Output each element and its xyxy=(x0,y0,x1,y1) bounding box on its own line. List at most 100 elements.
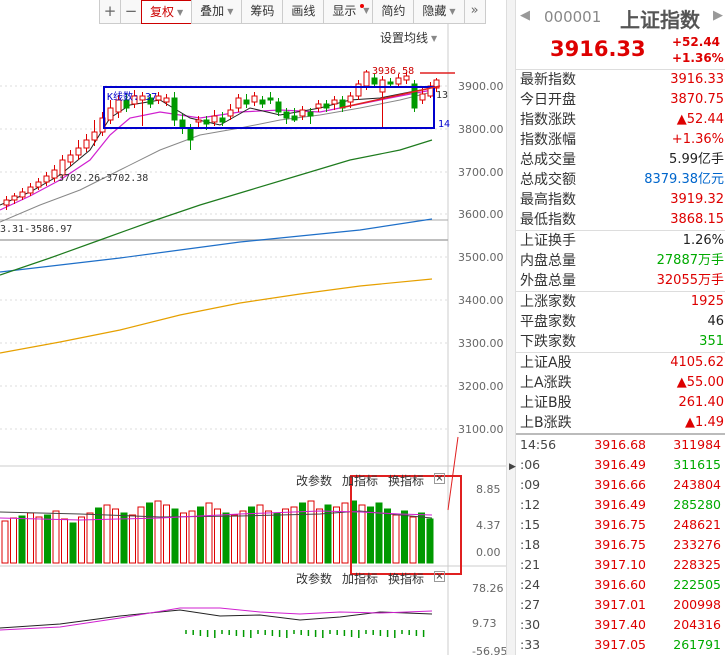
vol-add-indicator-button[interactable]: 加指标 xyxy=(342,474,379,488)
stat-value: 3919.32 xyxy=(670,192,724,207)
vol-change-indicator-button[interactable]: 换指标 xyxy=(388,474,425,488)
volume-bar xyxy=(282,508,289,564)
candle-body xyxy=(395,77,402,85)
macd-close-icon[interactable]: × xyxy=(434,571,445,582)
candle-body xyxy=(251,95,258,103)
chevron-down-icon: ▼ xyxy=(227,6,234,16)
tick-price: 3917.40 xyxy=(594,617,646,632)
candle-body xyxy=(11,195,18,201)
stat-row: 上证换手 1.26% xyxy=(516,231,725,251)
notification-dot-icon xyxy=(360,4,365,8)
candle-body xyxy=(411,83,418,109)
current-price: 3916.33 xyxy=(550,37,646,61)
price-axis-label: 3300.00 xyxy=(458,337,504,350)
tick-volume: 311984 xyxy=(673,437,721,452)
xianshi-button[interactable]: 显示 ▼ xyxy=(323,0,374,24)
tick-time: :30 xyxy=(520,617,541,632)
tick-row: :12 3916.49 285280 xyxy=(516,495,725,515)
tick-time: :06 xyxy=(520,457,541,472)
kline-chart-area[interactable]: 3900.00 3800.00 3700.00 3600.00 3500.00 3400.… xyxy=(0,0,507,655)
candle-body xyxy=(59,159,66,176)
tick-volume: 243804 xyxy=(673,477,721,492)
stat-label: 下跌家数 xyxy=(520,334,576,350)
next-stock-icon[interactable]: ▶ xyxy=(713,8,723,23)
volume-bar xyxy=(120,512,128,564)
candle-body xyxy=(163,97,170,103)
ma-settings-button[interactable]: 设置均线 ▼ xyxy=(380,29,437,46)
low-label-1: 3702.26-3702.38 xyxy=(58,173,148,184)
candle-body xyxy=(235,97,242,109)
volume-bar xyxy=(426,518,434,564)
chouma-button[interactable]: 筹码 xyxy=(241,0,284,24)
price-axis-label: 3200.00 xyxy=(458,380,504,393)
price-axis-label: 3800.00 xyxy=(458,123,504,136)
stat-row: 下跌家数 351 xyxy=(516,332,725,352)
zoom-out-button[interactable]: − xyxy=(120,0,142,24)
huaxian-button[interactable]: 画线 xyxy=(282,0,325,24)
chevron-down-icon: ▼ xyxy=(363,6,370,15)
tick-time: :18 xyxy=(520,537,541,552)
stat-row: 指数涨幅 +1.36% xyxy=(516,130,725,150)
kline-chart[interactable]: 3900.00 3800.00 3700.00 3600.00 3500.00 3400.… xyxy=(0,0,507,655)
tick-time: :21 xyxy=(520,557,541,572)
vol-params-button[interactable]: 改参数 xyxy=(296,474,333,488)
volume-bar xyxy=(27,512,34,564)
panel-splitter[interactable]: ▶ xyxy=(506,0,516,655)
candle-body xyxy=(51,169,58,179)
volume-bar xyxy=(333,506,340,564)
chart-toolbar: + − 复权 ▼ 叠加 ▼ 筹码 画线 显示 ▼ 简约 隐藏 ▼ » xyxy=(99,0,486,24)
candle-body xyxy=(243,99,250,105)
stat-row: 最高指数 3919.32 xyxy=(516,190,725,210)
more-button[interactable]: » xyxy=(463,0,486,24)
macd-change-indicator-button[interactable]: 换指标 xyxy=(388,572,425,586)
stat-label: 指数涨跌 xyxy=(520,112,576,128)
collapse-arrow-icon[interactable]: ▶ xyxy=(509,462,516,472)
candle-body xyxy=(35,181,42,188)
candle-body xyxy=(419,93,426,101)
fuquan-label: 复权 xyxy=(150,5,175,19)
stat-value: 32055万手 xyxy=(656,273,724,288)
ma-magenta-line xyxy=(0,89,433,211)
candle-body xyxy=(259,99,266,105)
stat-value: 8379.38亿元 xyxy=(644,172,724,187)
volume-bar xyxy=(129,514,136,564)
fuquan-button[interactable]: 复权 ▼ xyxy=(141,0,193,24)
ma-green-line xyxy=(0,139,433,276)
macd-add-indicator-button[interactable]: 加指标 xyxy=(342,572,379,586)
volume-bar xyxy=(86,512,94,564)
vol-close-icon[interactable]: × xyxy=(434,473,445,484)
candle-body xyxy=(203,119,210,125)
candle-body xyxy=(187,127,194,141)
stat-row: 总成交量 5.99亿手 xyxy=(516,150,725,170)
stat-row: 最低指数 3868.15 xyxy=(516,210,725,230)
high-label: 3936.58 xyxy=(372,66,414,77)
tick-row: :24 3916.60 222505 xyxy=(516,575,725,595)
ma-orange-line xyxy=(0,278,433,354)
volume-bar xyxy=(10,517,17,564)
ma-blue-line xyxy=(0,218,433,273)
stat-label: 上涨家数 xyxy=(520,294,576,310)
volume-bar xyxy=(197,506,204,564)
xianshi-label: 显示 xyxy=(332,4,357,18)
tick-list[interactable]: 14:56 3916.68 311984:06 3916.49 311615:09 391… xyxy=(516,435,725,655)
macd-params-button[interactable]: 改参数 xyxy=(296,572,333,586)
candle-body xyxy=(83,139,90,149)
candle-body xyxy=(283,111,290,119)
tick-volume: 228325 xyxy=(673,557,721,572)
candle-body xyxy=(123,99,130,109)
stats-block-4: 上证A股 4105.62 上A涨跌 ▲55.00 上证B股 261.40 上B涨跌 ▲1.49 xyxy=(516,353,725,433)
prev-stock-icon[interactable]: ◀ xyxy=(520,8,530,23)
candle-body xyxy=(75,147,82,156)
yincang-button[interactable]: 隐藏 ▼ xyxy=(413,0,465,24)
tick-volume: 204316 xyxy=(673,617,721,632)
candle-body xyxy=(323,103,330,109)
candle-body xyxy=(307,111,314,117)
vol-axis-label: 4.37 xyxy=(476,519,501,532)
zoom-in-button[interactable]: + xyxy=(99,0,121,24)
volume-bar xyxy=(273,512,281,564)
jianyue-button[interactable]: 简约 xyxy=(372,0,415,24)
diejia-button[interactable]: 叠加 ▼ xyxy=(191,0,243,24)
tick-row: :18 3916.75 233276 xyxy=(516,535,725,555)
macd-axis-label: -56.95 xyxy=(472,645,507,655)
volume-bar xyxy=(171,508,179,564)
